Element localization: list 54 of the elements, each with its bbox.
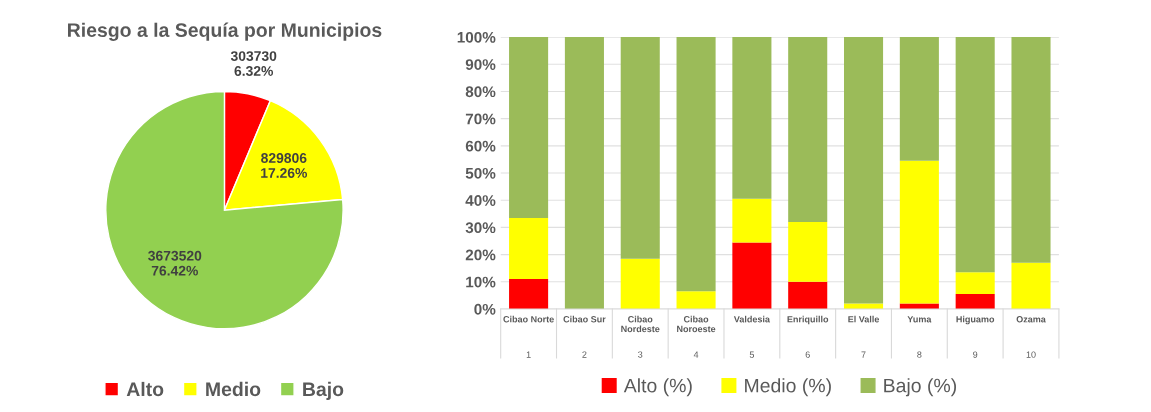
bar — [620, 37, 660, 259]
y-tick-label: 0% — [474, 303, 496, 315]
bar — [509, 37, 549, 218]
y-tick-label: 20% — [465, 249, 496, 261]
bar — [955, 294, 995, 309]
chart-title: Riesgo a la Sequía por Municipios — [68, 22, 382, 41]
y-tick-label: 50% — [465, 167, 496, 179]
data-label: 303730 6.32% — [230, 51, 277, 76]
category-label: El Valle 7 — [848, 315, 880, 358]
bar — [955, 37, 995, 273]
bar — [732, 242, 772, 309]
bar — [509, 217, 549, 280]
pie-slice — [105, 90, 344, 330]
data-label: 829806 17.26% — [261, 153, 308, 178]
bar — [844, 37, 884, 304]
legend-label: Alto — [126, 381, 164, 397]
y-tick-label: 70% — [465, 113, 496, 125]
category-label: Cibao Nordeste 3 — [621, 315, 660, 358]
bar — [676, 291, 716, 309]
y-tick-label: 90% — [465, 59, 496, 70]
y-tick-label: 80% — [465, 86, 496, 98]
bar — [732, 37, 772, 199]
category-label: Higuamo 9 — [956, 315, 995, 358]
bar — [899, 37, 939, 161]
category-label: Yuma 8 — [907, 316, 932, 358]
bar — [620, 258, 660, 309]
category-label: Valdesia 5 — [733, 315, 771, 358]
legend-label: Bajo — [303, 381, 344, 400]
bar — [1011, 37, 1051, 263]
category-label: Cibao Sur 2 — [563, 315, 606, 358]
legend-label: Medio (%) — [745, 378, 831, 397]
bar — [676, 37, 716, 292]
legend-label: Bajo (%) — [884, 378, 956, 397]
y-tick-label: 60% — [465, 140, 496, 152]
category-label: Ozama 10 — [1016, 316, 1046, 358]
y-tick-label: 40% — [465, 195, 496, 206]
bar — [1011, 262, 1051, 309]
bar — [732, 198, 772, 243]
category-label: Cibao Noroeste 4 — [677, 315, 716, 358]
bar — [788, 221, 828, 282]
category-label: Cibao Norte 1 — [503, 315, 554, 358]
bar — [955, 272, 995, 295]
category-label: Enriquillo 6 — [787, 315, 829, 358]
legend-label: Medio — [206, 381, 261, 397]
data-label: 3673520 76.42% — [148, 250, 202, 276]
y-tick-label: 30% — [465, 222, 496, 234]
bar — [788, 281, 828, 309]
legend-label: Alto (%) — [623, 378, 692, 397]
bar — [564, 37, 604, 309]
bar — [509, 279, 549, 309]
bar — [899, 160, 939, 304]
y-tick-label: 10% — [466, 276, 496, 288]
bar — [788, 37, 828, 222]
y-tick-label: 100% — [457, 31, 496, 43]
